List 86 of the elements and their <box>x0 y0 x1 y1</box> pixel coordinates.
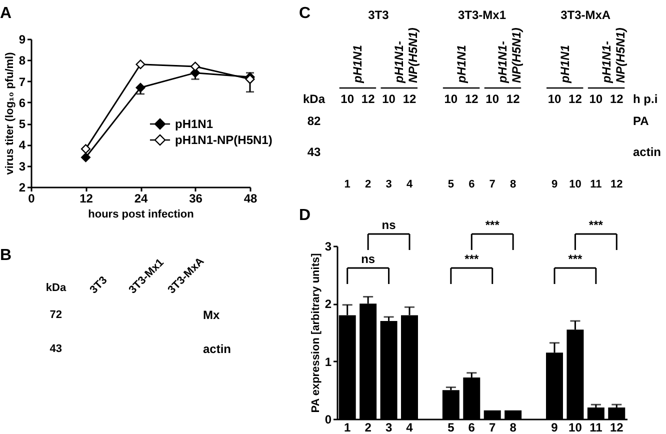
annotation: ns <box>361 252 376 266</box>
text: kDa <box>302 92 326 106</box>
text: 82 <box>307 114 321 128</box>
text: pH1N1-NP(H5N1) <box>496 28 524 84</box>
x-tick-label: 8 <box>510 420 517 434</box>
text: 43 <box>307 145 321 159</box>
text: kDa <box>46 282 67 294</box>
y-tick-label: 6 <box>18 96 26 110</box>
x-tick-label: 11 <box>590 420 603 434</box>
y-tick-label: 1 <box>324 354 332 369</box>
text: actin <box>203 342 232 356</box>
x-tick-label: 5 <box>448 420 455 434</box>
x-tick-label: 48 <box>244 192 258 206</box>
text: pH1N1-NP(H5N1) <box>599 28 628 84</box>
category-label: 3 <box>386 178 392 190</box>
category-label: 5 <box>448 178 454 190</box>
x-tick-label: 3 <box>385 420 392 434</box>
text: 10 <box>569 178 582 190</box>
chart-title: A <box>0 5 12 22</box>
text: Mx <box>203 308 220 322</box>
text: 72 <box>50 309 62 321</box>
text: 12 <box>464 92 479 106</box>
text: 12 <box>610 92 624 106</box>
text: 12 <box>506 92 520 106</box>
text: 3T3-MxA <box>560 8 611 22</box>
category-label: 6 <box>468 178 475 190</box>
category-label: 9 <box>551 178 558 190</box>
category-label: 4 <box>406 178 413 190</box>
x-tick-label: 12 <box>610 420 624 434</box>
text: ns <box>382 218 396 232</box>
text: 12 <box>402 92 416 106</box>
text: 10 <box>589 92 603 106</box>
text: 12 <box>568 92 582 106</box>
text: 43 <box>50 343 62 355</box>
x-tick-label: 24 <box>134 192 148 206</box>
text: 3T3 <box>88 274 110 296</box>
legend-label: pH1N1-NP(H5N1) <box>175 133 272 147</box>
category-label: 8 <box>510 178 516 190</box>
text: 12 <box>361 92 376 106</box>
category-label: 7 <box>489 178 496 190</box>
x-tick-label: 36 <box>189 192 203 206</box>
x-tick-label: 12 <box>80 192 94 206</box>
text: 10 <box>486 92 500 106</box>
text: *** <box>588 218 604 232</box>
text: 12 <box>610 178 623 190</box>
text: 3T3-Mx1 <box>458 8 506 22</box>
x-axis-title: hours post infection <box>88 208 194 220</box>
text: 10 <box>382 92 396 106</box>
text: 3T3 <box>368 8 390 22</box>
text: B <box>0 247 12 264</box>
chart-title: D <box>299 207 311 224</box>
x-tick-label: 1 <box>344 420 352 434</box>
text: actin <box>633 145 662 159</box>
text: 10 <box>548 92 562 106</box>
y-tick-label: 9 <box>18 32 26 46</box>
text: *** <box>485 218 500 232</box>
x-tick-label: 4 <box>406 420 414 434</box>
x-tick-label: 10 <box>568 420 582 434</box>
text: pH1N1 <box>454 44 468 84</box>
x-tick-label: 7 <box>489 420 496 434</box>
text: C <box>299 5 311 22</box>
x-tick-label: 9 <box>551 420 558 434</box>
y-tick-label: 2 <box>18 180 26 194</box>
y-axis-title: virus titer (log₁₀ pfu/ml) <box>4 52 16 175</box>
text: PA <box>633 114 650 128</box>
text: 10 <box>444 92 458 106</box>
text: h p.i <box>633 92 658 106</box>
y-tick-label: 8 <box>18 54 26 68</box>
x-tick-label: 0 <box>28 192 36 206</box>
y-tick-label: 5 <box>18 117 26 132</box>
legend-label: pH1N1 <box>175 117 214 131</box>
x-tick-label: 2 <box>364 420 372 434</box>
text: pH1N1-NP(H5N1) <box>392 28 420 84</box>
x-tick-label: 6 <box>468 420 476 434</box>
y-axis-title: PA expression [arbitrary units] <box>310 252 322 413</box>
annotation: *** <box>568 252 583 266</box>
text: pH1N1 <box>558 44 572 84</box>
y-tick-label: 7 <box>18 74 26 89</box>
category-label: 11 <box>590 178 602 190</box>
y-tick-label: 2 <box>324 297 332 312</box>
y-tick-label: 4 <box>18 138 26 152</box>
annotation: *** <box>464 252 479 266</box>
y-tick-label: 3 <box>18 159 26 174</box>
y-tick-label: 3 <box>324 240 332 254</box>
text: 10 <box>340 92 354 106</box>
text: pH1N1 <box>350 44 365 84</box>
